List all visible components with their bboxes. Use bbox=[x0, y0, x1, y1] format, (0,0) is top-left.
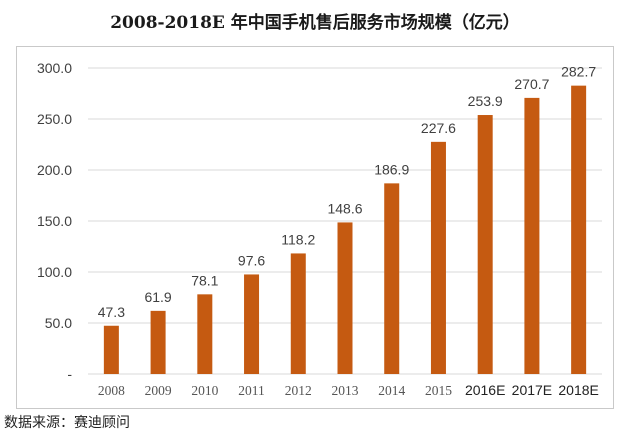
bar-2013 bbox=[337, 222, 353, 374]
x-tick-label: 2016E bbox=[465, 382, 505, 398]
chart-title: 2008-2018E 年中国手机售后服务市场规模（亿元） bbox=[110, 13, 520, 33]
bar-2010 bbox=[197, 294, 213, 374]
data-label: 47.3 bbox=[98, 304, 125, 320]
bar-2015 bbox=[430, 141, 446, 374]
y-tick-label: 200.0 bbox=[37, 162, 72, 178]
x-tick-label: 2014 bbox=[378, 383, 405, 398]
x-tick-label: 2010 bbox=[191, 383, 218, 398]
y-tick-label: 100.0 bbox=[37, 264, 72, 280]
y-tick-label: 250.0 bbox=[37, 111, 72, 127]
data-source: 数据来源：赛迪顾问 bbox=[4, 415, 130, 431]
bar-2014 bbox=[384, 183, 400, 374]
x-tick-label: 2011 bbox=[238, 383, 265, 398]
y-tick-label: 300.0 bbox=[37, 60, 72, 76]
x-tick-label: 2018E bbox=[558, 382, 598, 398]
data-label: 186.9 bbox=[374, 161, 409, 177]
x-tick-label: 2008 bbox=[98, 383, 125, 398]
x-tick-label: 2009 bbox=[145, 383, 172, 398]
bar-2009 bbox=[150, 310, 166, 374]
data-label: 270.7 bbox=[514, 76, 549, 92]
y-tick-label: 150.0 bbox=[37, 213, 72, 229]
bar-2017E bbox=[524, 97, 540, 375]
data-label: 227.6 bbox=[421, 120, 456, 136]
data-label: 61.9 bbox=[144, 289, 171, 305]
data-label: 148.6 bbox=[327, 200, 362, 216]
data-label: 78.1 bbox=[191, 272, 218, 288]
bar-2018E bbox=[571, 85, 587, 375]
y-axis-ticks: - 50.0 100.0 150.0 200.0 250.0 300.0 bbox=[37, 60, 72, 382]
y-tick-label: - bbox=[67, 366, 72, 382]
data-label: 282.7 bbox=[561, 64, 596, 80]
bar-2008 bbox=[103, 325, 119, 374]
data-label: 118.2 bbox=[281, 231, 315, 247]
data-label: 253.9 bbox=[468, 93, 503, 109]
bar-2012 bbox=[290, 253, 306, 374]
chart-panel bbox=[16, 46, 614, 409]
x-axis-ticks: 2008 2009 2010 2011 2012 2013 2014 2015 2016E 201… bbox=[98, 382, 599, 398]
x-tick-label: 2015 bbox=[425, 383, 452, 398]
bars bbox=[103, 85, 587, 375]
bar-2016E bbox=[477, 115, 493, 374]
x-tick-label: 2012 bbox=[285, 383, 312, 398]
data-labels: 47.3 61.9 78.1 97.6 118.2 148.6 186.9 227.6 253.… bbox=[98, 64, 597, 320]
bar-2011 bbox=[244, 274, 260, 374]
x-tick-label: 2013 bbox=[332, 383, 359, 398]
y-tick-label: 50.0 bbox=[45, 315, 72, 331]
x-tick-label: 2017E bbox=[512, 382, 552, 398]
data-label: 97.6 bbox=[238, 252, 265, 268]
